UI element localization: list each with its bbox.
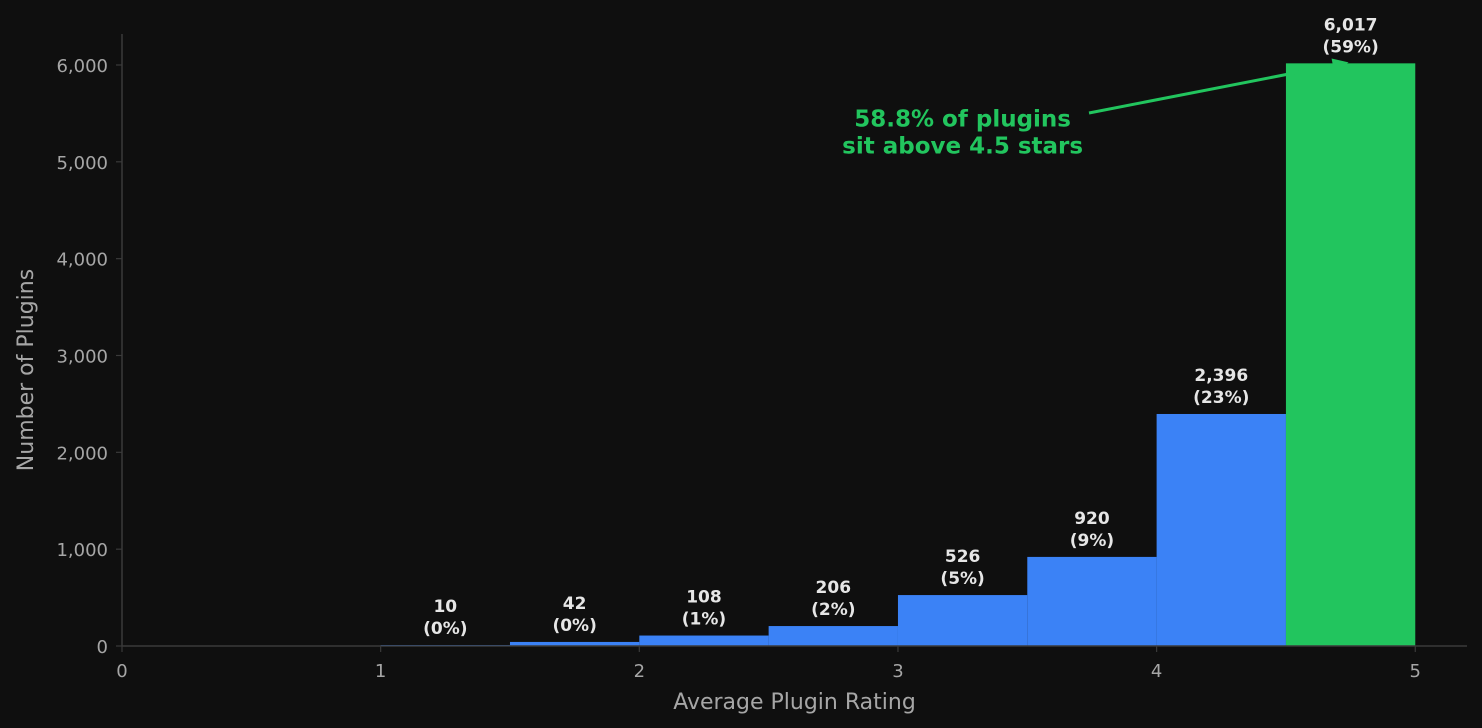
y-tick-label-1: 1,000 — [56, 540, 108, 561]
y-tick-label-2: 2,000 — [56, 443, 108, 464]
bar-3 — [768, 626, 898, 646]
bar-value-label-4: 526 — [945, 547, 981, 567]
y-axis-title: Number of Plugins — [14, 269, 39, 471]
bar-value-label-2: 108 — [686, 588, 722, 608]
annotation-group: 58.8% of plugins sit above 4.5 stars — [842, 58, 1349, 159]
annotation-text-line-2: sit above 4.5 stars — [842, 133, 1083, 159]
bar-labels-group: 10(0%)42(0%)108(1%)206(2%)526(5%)920(9%)… — [423, 15, 1379, 639]
x-ticks-group: 0 1 2 3 4 5 — [116, 646, 1421, 682]
y-ticks-group: 0 1,000 2,000 3,000 4,000 5,000 6,000 — [56, 56, 122, 658]
x-tick-label-3: 3 — [892, 661, 903, 682]
bar-value-label-5: 920 — [1074, 509, 1110, 529]
bar-value-label-6: 2,396 — [1194, 366, 1248, 386]
bar-value-label-1: 42 — [563, 594, 587, 614]
bar-7 — [1285, 63, 1416, 647]
x-tick-label-0: 0 — [116, 661, 127, 682]
bar-pct-label-4: (5%) — [940, 569, 984, 589]
annotation-arrow-line — [1088, 63, 1334, 115]
y-tick-label-6: 6,000 — [56, 56, 108, 77]
y-tick-label-5: 5,000 — [56, 153, 108, 174]
x-tick-label-5: 5 — [1410, 661, 1421, 682]
x-tick-label-1: 1 — [375, 661, 386, 682]
x-tick-label-4: 4 — [1151, 661, 1162, 682]
bar-pct-label-0: (0%) — [423, 619, 467, 639]
bar-5 — [1027, 556, 1157, 646]
bar-pct-label-6: (23%) — [1193, 388, 1249, 408]
y-tick-label-3: 3,000 — [56, 346, 108, 367]
bar-pct-label-7: (59%) — [1322, 37, 1378, 57]
x-tick-label-2: 2 — [634, 661, 645, 682]
bar-6 — [1156, 413, 1286, 646]
y-tick-label-0: 0 — [97, 637, 108, 658]
bar-1 — [509, 641, 640, 646]
bar-value-label-0: 10 — [433, 597, 457, 617]
annotation-text-line-1: 58.8% of plugins — [854, 106, 1071, 132]
bar-value-label-3: 206 — [816, 578, 852, 598]
bar-2 — [639, 635, 769, 646]
bar-pct-label-2: (1%) — [682, 610, 726, 630]
y-tick-label-4: 4,000 — [56, 250, 108, 271]
bar-pct-label-3: (2%) — [811, 600, 855, 620]
bar-value-label-7: 6,017 — [1324, 15, 1378, 35]
bar-pct-label-1: (0%) — [552, 616, 596, 636]
bars-group — [380, 63, 1416, 647]
bar-4 — [897, 595, 1028, 646]
bar-pct-label-5: (9%) — [1070, 531, 1114, 551]
annotation-arrow-head — [1331, 58, 1349, 73]
x-axis-title: Average Plugin Rating — [673, 690, 916, 715]
